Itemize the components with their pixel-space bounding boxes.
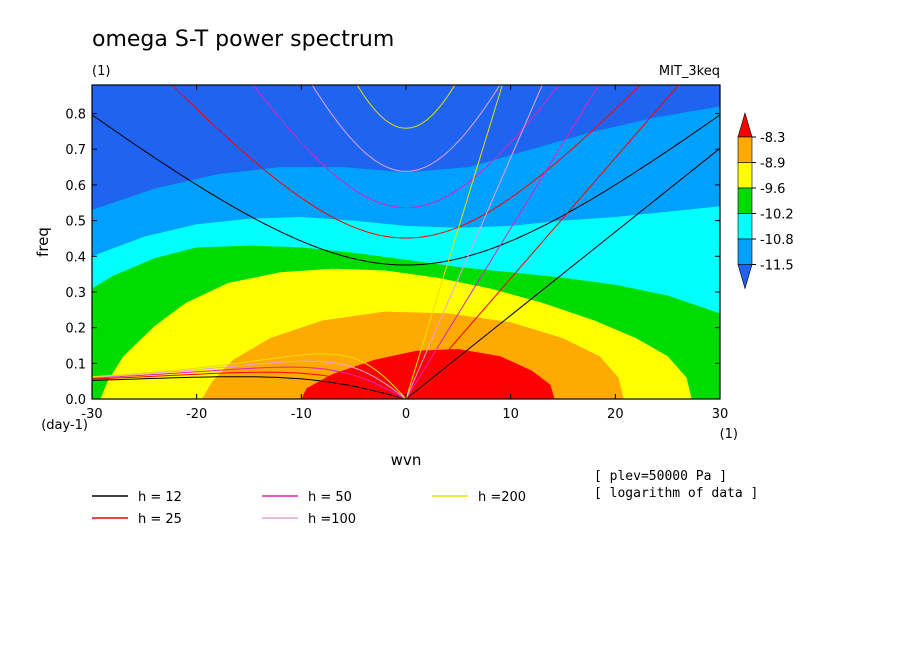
- kelvin-h200: [405, 85, 503, 399]
- colorbar-segment: [737, 136, 753, 163]
- inertia-gravity-h50: [252, 85, 560, 209]
- plot-area: [92, 85, 720, 399]
- inertia-gravity-h12: [92, 114, 720, 266]
- colorbar-label: -8.9: [760, 157, 785, 172]
- curve-h50: [92, 85, 600, 399]
- curve-h25: [92, 85, 680, 399]
- curve-h12: [92, 114, 720, 399]
- colorbar-segment: [737, 213, 753, 240]
- y-tick-label: 0.8: [65, 108, 86, 123]
- colorbar-max-arrow: [737, 111, 753, 138]
- colorbar-label: -10.2: [760, 208, 794, 223]
- kelvin-h25: [405, 85, 680, 399]
- legend-label-h12: h = 12: [138, 490, 182, 505]
- inertia-gravity-h25: [171, 85, 641, 239]
- y-tick-label: 0.2: [65, 322, 86, 337]
- curve-h200: [92, 85, 503, 399]
- colorbar-min-arrow: [737, 264, 753, 290]
- rossby-h200: [92, 353, 407, 399]
- colorbar-label: -10.8: [760, 233, 794, 248]
- colorbar-segment: [737, 238, 753, 265]
- y-tick-label: 0.5: [65, 215, 86, 230]
- curve-legend: h = 12 h = 25 h = 50 h =100 h =200: [92, 490, 526, 527]
- x-tick-label: 30: [712, 407, 729, 422]
- y-tick-label: 0.7: [65, 143, 86, 158]
- rossby-h25: [92, 371, 407, 399]
- legend-label-h50: h = 50: [308, 490, 352, 505]
- y-axis-label: freq: [34, 227, 52, 257]
- contour-bands: [92, 85, 720, 399]
- rossby-h12: [92, 376, 407, 399]
- kelvin-h100: [405, 85, 543, 399]
- note-log: [ logarithm of data ]: [594, 486, 758, 501]
- curve-h100: [92, 85, 543, 399]
- colorbar-segment: [737, 162, 753, 189]
- kelvin-h12: [405, 147, 720, 399]
- colorbar-label: -9.6: [760, 182, 785, 197]
- colorbar-label: -11.5: [760, 259, 794, 274]
- dispersion-curves: [92, 85, 720, 399]
- rossby-h50: [92, 366, 407, 399]
- colorbar-segment: [737, 187, 753, 214]
- subtitle-right: MIT_3keq: [659, 64, 720, 79]
- colorbar: -8.3 -8.9 -9.6 -10.2 -10.8 -11.5: [737, 111, 794, 290]
- x-axis-label: wvn: [391, 451, 422, 469]
- kelvin-h50: [405, 85, 600, 399]
- x-axis-unit: (1): [720, 427, 738, 442]
- x-tick-label: 0: [402, 407, 410, 422]
- y-tick-label: 0.1: [65, 357, 86, 372]
- x-tick-label: -10: [291, 407, 312, 422]
- y-tick-label: 0.3: [65, 286, 86, 301]
- y-axis-ticks: 0.0 0.1 0.2 0.3 0.4 0.5 0.6 0.7 0.8: [65, 108, 720, 408]
- chart-title: omega S-T power spectrum: [92, 27, 394, 52]
- y-axis-unit: (day-1): [41, 418, 88, 433]
- x-tick-label: 20: [607, 407, 624, 422]
- x-tick-label: -30: [81, 407, 102, 422]
- legend-label-h25: h = 25: [138, 512, 182, 527]
- y-tick-label: 0.0: [65, 393, 86, 408]
- note-plev: [ plev=50000 Pa ]: [594, 469, 727, 484]
- x-tick-label: -20: [186, 407, 207, 422]
- legend-label-h200: h =200: [478, 490, 526, 505]
- subtitle-left: (1): [92, 64, 110, 79]
- colorbar-label: -8.3: [760, 131, 785, 146]
- inertia-gravity-h100: [311, 85, 501, 172]
- x-axis-ticks: -30 -20 -10 0 10 20 30: [81, 85, 728, 422]
- rossby-h100: [92, 360, 407, 399]
- inertia-gravity-h200: [356, 85, 456, 129]
- x-tick-label: 10: [502, 407, 519, 422]
- y-tick-label: 0.6: [65, 179, 86, 194]
- y-tick-label: 0.4: [65, 250, 86, 265]
- legend-label-h100: h =100: [308, 512, 356, 527]
